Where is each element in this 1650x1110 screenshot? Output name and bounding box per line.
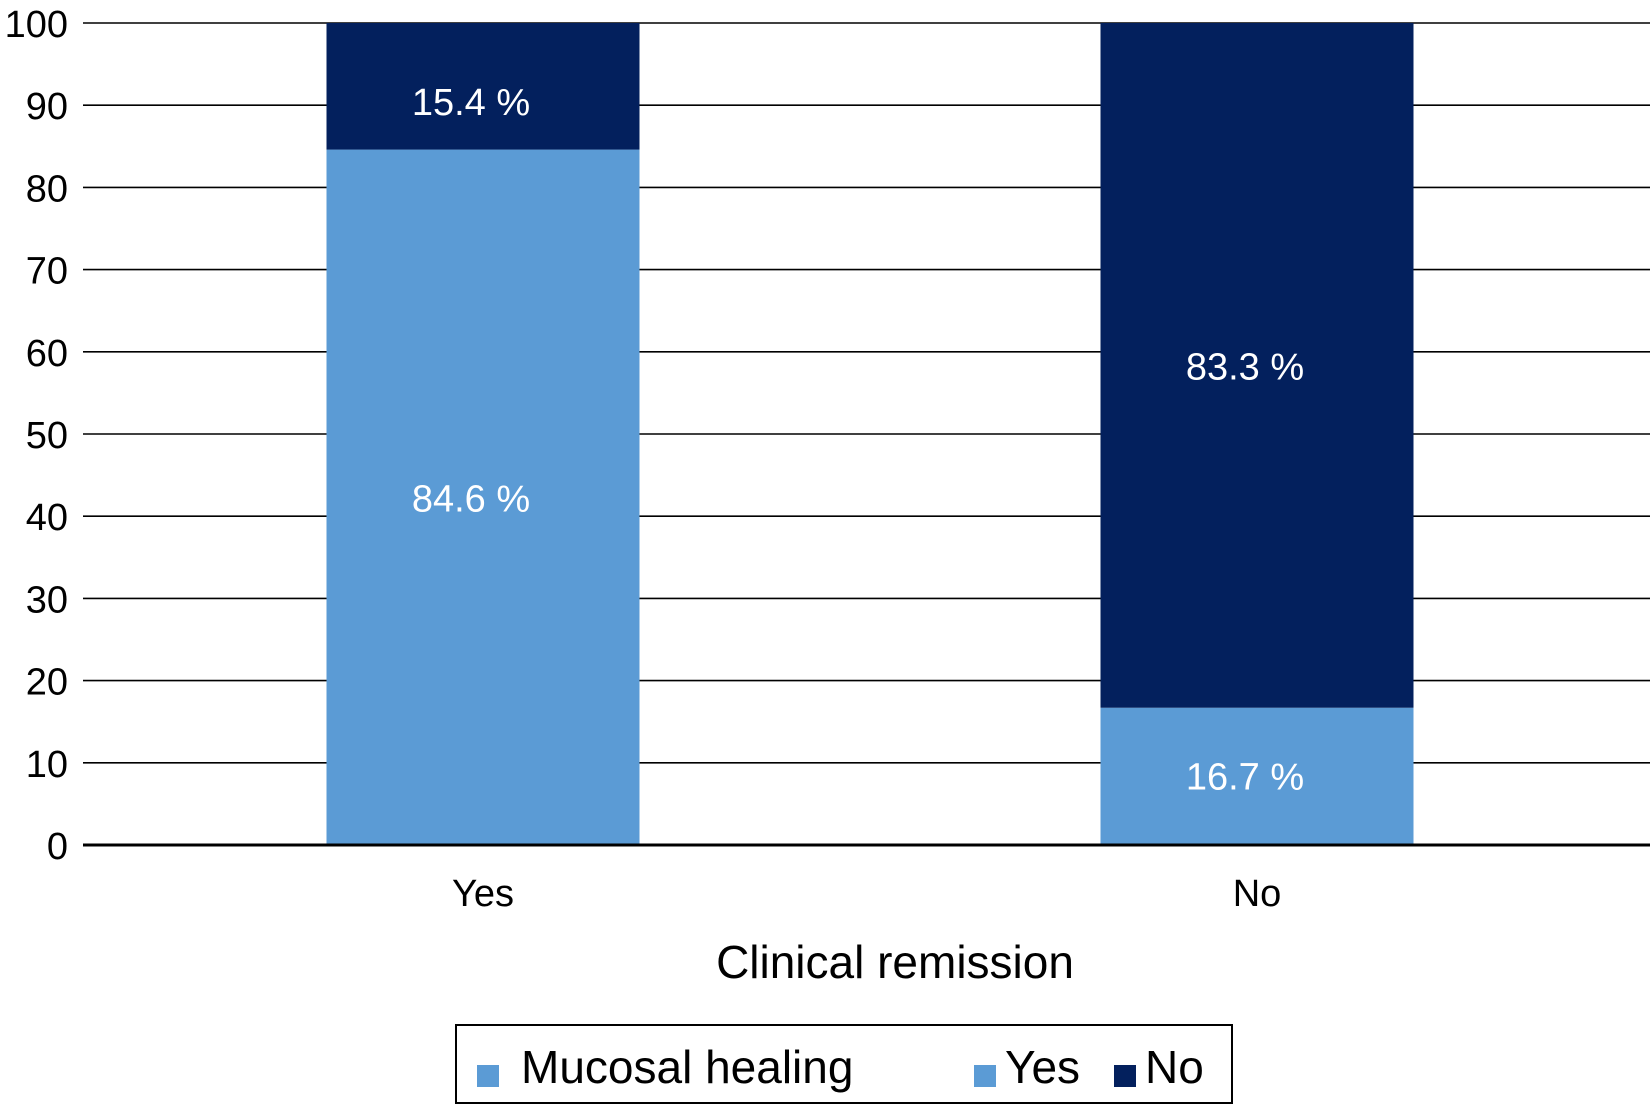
y-tick-label: 0 <box>47 826 68 868</box>
y-tick-label: 30 <box>26 579 68 621</box>
y-tick-label: 70 <box>26 251 68 293</box>
y-tick-label: 20 <box>26 662 68 704</box>
y-tick-label: 80 <box>26 168 68 210</box>
y-tick-label: 100 <box>5 4 68 46</box>
bar-yes-no <box>326 23 640 150</box>
legend-swatch-no <box>1114 1065 1136 1087</box>
legend-label-no: No <box>1145 1041 1204 1093</box>
data-label: 83.3 % <box>1186 346 1304 388</box>
data-label: 84.6 % <box>412 478 530 520</box>
y-tick-label: 50 <box>26 415 68 457</box>
legend-title: Mucosal healing <box>521 1041 854 1093</box>
bar-yes-yes <box>326 149 640 845</box>
y-tick-label: 90 <box>26 86 68 128</box>
data-labels: 84.6 % 15.4 % 16.7 % 83.3 % <box>412 82 1304 799</box>
legend-label-yes: Yes <box>1005 1041 1081 1093</box>
legend: Mucosal healing Yes No <box>455 1024 1233 1104</box>
x-axis-title: Clinical remission <box>716 936 1074 988</box>
y-tick-label: 40 <box>26 497 68 539</box>
x-tick-label: Yes <box>452 873 514 915</box>
bars <box>326 23 1414 845</box>
x-tick-label: No <box>1233 873 1282 915</box>
y-tick-label: 10 <box>26 744 68 786</box>
axes: 0 10 20 30 40 50 60 70 80 90 100 Yes No <box>5 4 1650 915</box>
bar-no-no <box>1100 23 1414 708</box>
gridlines <box>83 22 1650 764</box>
data-label: 16.7 % <box>1186 757 1304 799</box>
legend-title-swatch <box>477 1065 499 1087</box>
data-label: 15.4 % <box>412 82 530 124</box>
y-tick-label: 60 <box>26 333 68 375</box>
legend-swatch-yes <box>974 1065 996 1087</box>
bar-no-yes <box>1100 707 1414 845</box>
